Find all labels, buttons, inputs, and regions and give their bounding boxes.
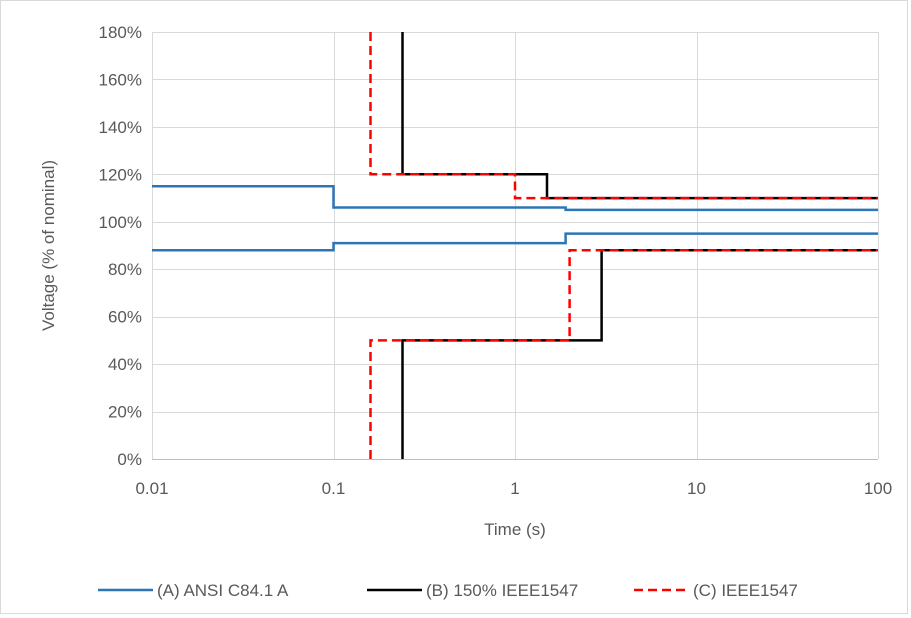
y-tick-label: 20%	[108, 403, 142, 422]
x-tick-label: 100	[864, 479, 892, 498]
y-tick-label: 120%	[99, 165, 142, 184]
legend: (A) ANSI C84.1 A (B) 150% IEEE1547 (C) IEE…	[98, 581, 798, 600]
y-tick-label: 180%	[99, 23, 142, 42]
y-axis-title: Voltage (% of nominal)	[39, 160, 58, 331]
series-line-3-1	[369, 32, 878, 200]
series-line-3-2	[369, 248, 878, 459]
y-tick-label: 60%	[108, 308, 142, 327]
series-line-2-2	[401, 248, 878, 459]
x-axis-title: Time (s)	[484, 520, 546, 539]
grid-layer	[152, 32, 879, 459]
series-line-1-1	[152, 184, 878, 212]
legend-label-3: (C) IEEE1547	[693, 581, 798, 600]
x-tick-label: 10	[687, 479, 706, 498]
legend-label-2: (B) 150% IEEE1547	[426, 581, 578, 600]
y-tick-label: 140%	[99, 118, 142, 137]
y-tick-label: 160%	[99, 70, 142, 89]
x-tick-label: 0.1	[322, 479, 346, 498]
y-tick-label: 40%	[108, 355, 142, 374]
x-tick-label: 1	[510, 479, 519, 498]
series-line-1-2	[152, 232, 878, 252]
legend-label-1: (A) ANSI C84.1 A	[157, 581, 289, 600]
y-tick-label: 100%	[99, 213, 142, 232]
series-layer	[152, 32, 878, 459]
x-tick-label: 0.01	[135, 479, 168, 498]
y-tick-label: 0%	[117, 450, 142, 469]
label-layer: Time (s) Voltage (% of nominal) 0% 20% 40%…	[39, 23, 892, 539]
y-tick-label: 80%	[108, 260, 142, 279]
